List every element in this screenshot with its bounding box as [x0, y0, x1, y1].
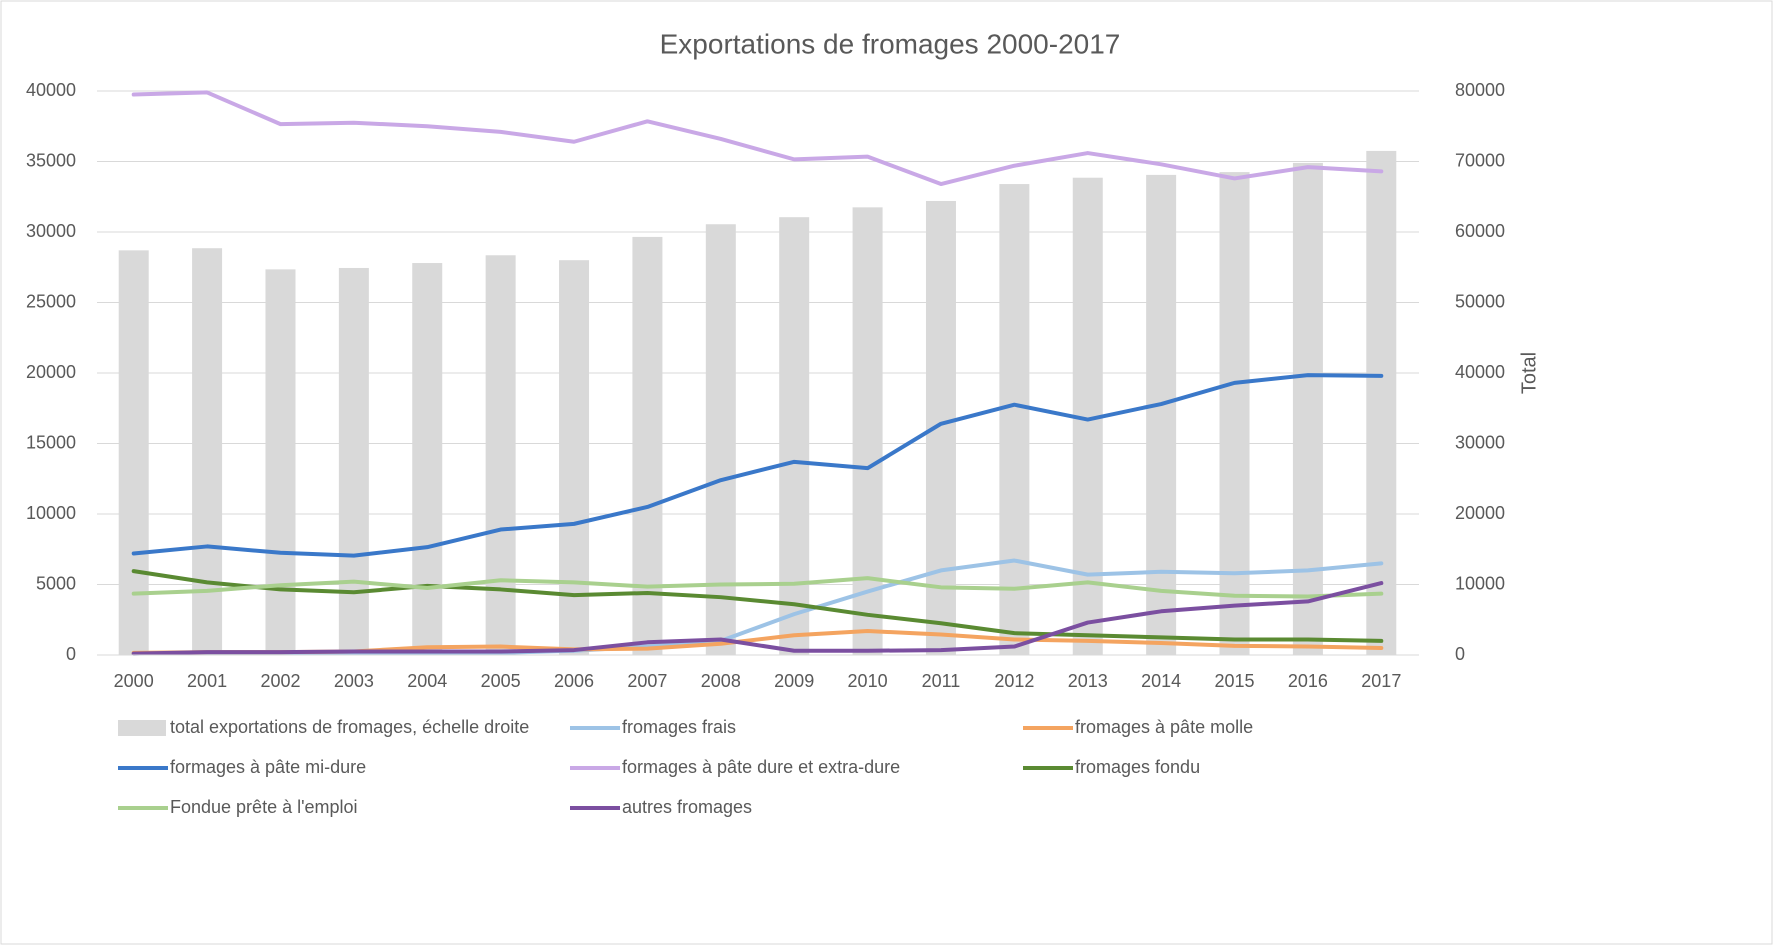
y-tick-label: 0 [66, 644, 76, 664]
bar [559, 260, 590, 655]
x-tick-label: 2002 [260, 671, 300, 691]
line-series [131, 576, 1384, 599]
x-tick-label: 2007 [627, 671, 667, 691]
bar [338, 267, 369, 655]
x-tick-label: 2004 [407, 671, 447, 691]
legend-label: autres fromages [622, 797, 752, 817]
x-tick-label: 2013 [1068, 671, 1108, 691]
bar [118, 250, 149, 655]
x-tick-label: 2009 [774, 671, 814, 691]
x-tick-label: 2016 [1288, 671, 1328, 691]
y2-tick-label: 20000 [1455, 503, 1505, 523]
y2-tick-label: 0 [1455, 644, 1465, 664]
y2-tick-label: 30000 [1455, 432, 1505, 452]
legend-label: fromages à pâte molle [1075, 717, 1253, 737]
bar [192, 248, 223, 655]
y-tick-label: 15000 [26, 432, 76, 452]
y2-tick-label: 40000 [1455, 362, 1505, 382]
y-tick-label: 10000 [26, 503, 76, 523]
y-tick-label: 25000 [26, 291, 76, 311]
y2-tick-label: 10000 [1455, 573, 1505, 593]
x-tick-label: 2001 [187, 671, 227, 691]
y2-tick-label: 50000 [1455, 291, 1505, 311]
bar [1146, 174, 1177, 655]
x-tick-label: 2012 [994, 671, 1034, 691]
x-tick-label: 2003 [334, 671, 374, 691]
x-tick-label: 2015 [1215, 671, 1255, 691]
x-tick-label: 2000 [114, 671, 154, 691]
bar [265, 269, 296, 655]
bar [412, 263, 443, 655]
chart-title: Exportations de fromages 2000-2017 [660, 28, 1121, 59]
y2-axis-label: Total [1518, 352, 1540, 394]
x-tick-label: 2005 [481, 671, 521, 691]
legend-label: total exportations de fromages, échelle … [170, 717, 529, 737]
bar [1292, 162, 1323, 655]
x-tick-label: 2014 [1141, 671, 1181, 691]
line-series [131, 581, 1384, 656]
legend-label: formages à pâte dure et extra-dure [622, 757, 900, 777]
legend-label: Fondue prête à l'emploi [170, 797, 358, 817]
x-tick-label: 2017 [1361, 671, 1401, 691]
y2-tick-label: 60000 [1455, 221, 1505, 241]
x-tick-label: 2011 [922, 671, 961, 691]
line-series [131, 569, 1384, 643]
line-series [131, 90, 1384, 187]
bar [1366, 150, 1397, 656]
x-tick-label: 2010 [848, 671, 888, 691]
line-series [131, 373, 1384, 558]
bar [705, 224, 736, 655]
x-tick-label: 2008 [701, 671, 741, 691]
bar [485, 255, 516, 655]
y2-tick-label: 70000 [1455, 150, 1505, 170]
y-tick-label: 5000 [36, 573, 76, 593]
legend-label: fromages frais [622, 717, 736, 737]
y2-tick-label: 80000 [1455, 80, 1505, 100]
legend-label: fromages fondu [1075, 757, 1200, 777]
bar [999, 184, 1030, 655]
y-tick-label: 20000 [26, 362, 76, 382]
y-tick-label: 30000 [26, 221, 76, 241]
x-tick-label: 2006 [554, 671, 594, 691]
y-tick-label: 40000 [26, 80, 76, 100]
bar [1219, 172, 1250, 655]
bar [779, 217, 810, 655]
legend-label: formages à pâte mi-dure [170, 757, 366, 777]
legend-swatch [118, 720, 166, 736]
y-tick-label: 35000 [26, 150, 76, 170]
